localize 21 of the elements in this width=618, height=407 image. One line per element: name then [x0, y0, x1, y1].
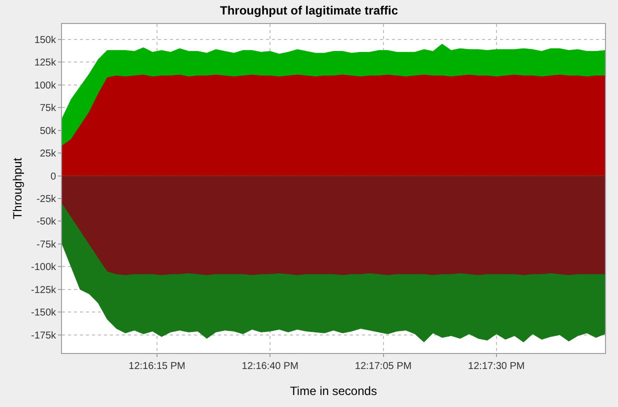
x-axis-title: Time in seconds [290, 384, 377, 398]
x-tick-label: 12:16:40 PM [242, 361, 299, 372]
y-tick-label: 150k [34, 34, 57, 46]
y-tick-label: 100k [34, 80, 57, 92]
x-tick-label: 12:17:05 PM [354, 361, 412, 372]
y-axis-title: Throughput [10, 157, 24, 220]
y-tick-label: 0 [50, 171, 56, 182]
y-tick-label: 50k [40, 126, 57, 137]
y-tick-label: -150k [30, 308, 57, 319]
y-tick-label: -50k [36, 216, 57, 228]
y-tick-label: 75k [40, 103, 57, 114]
y-tick-label: -175k [30, 330, 57, 342]
y-tick-label: -75k [36, 239, 57, 250]
chart-title: Throughput of lagitimate traffic [220, 4, 398, 18]
y-tick-label: 25k [40, 148, 57, 160]
y-tick-label: -25k [36, 194, 57, 205]
y-tick-label: 125k [34, 58, 57, 69]
x-tick-label: 12:17:30 PM [468, 361, 525, 372]
x-tick-label: 12:16:15 PM [128, 361, 186, 372]
y-tick-label: -100k [30, 262, 57, 274]
y-tick-label: -125k [30, 284, 57, 296]
